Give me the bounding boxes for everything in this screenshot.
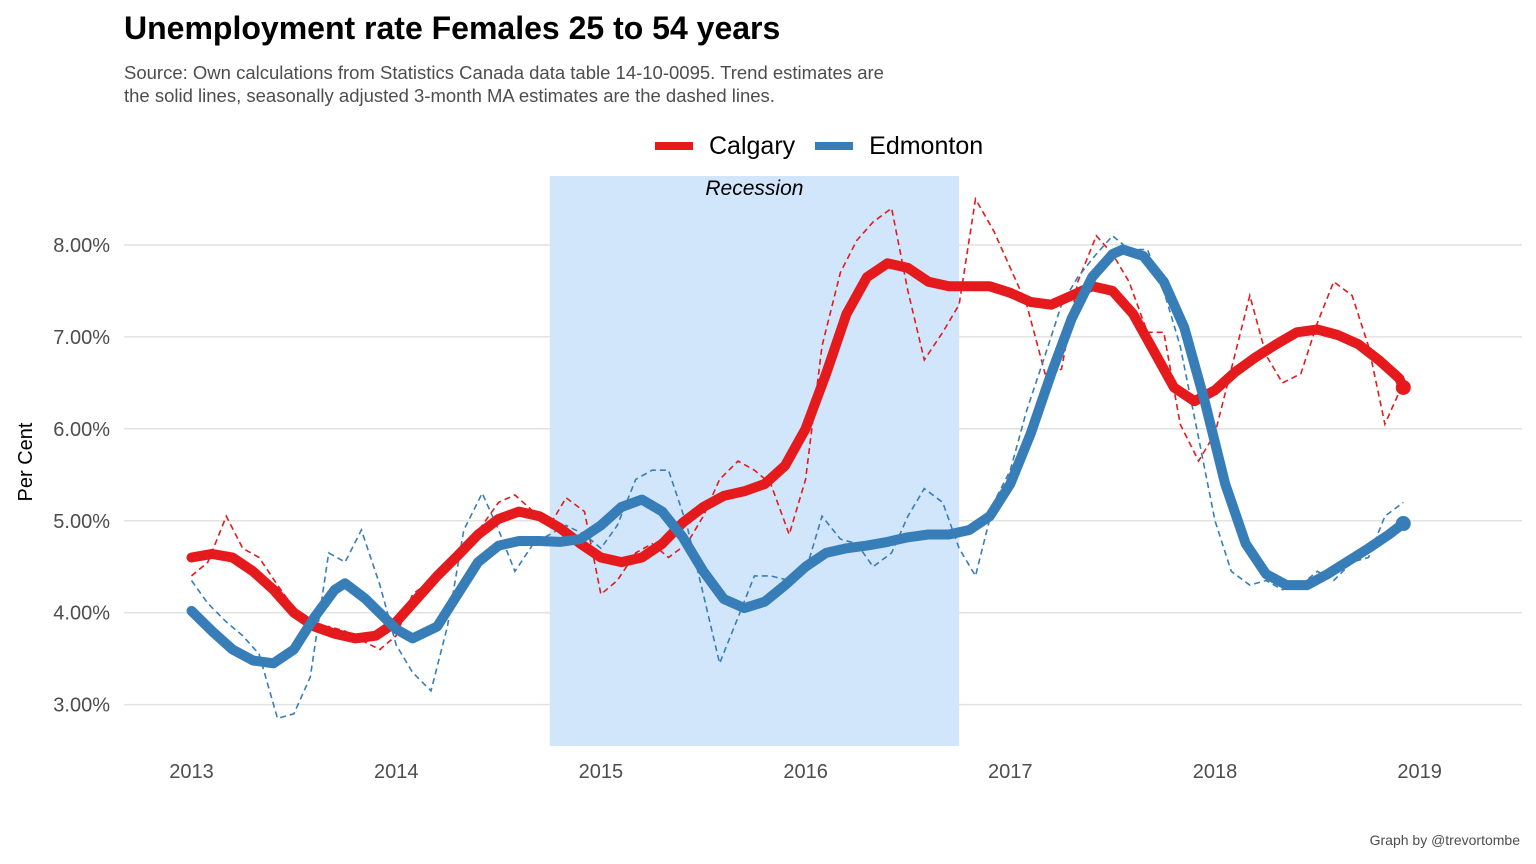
caption: Graph by @trevortombe bbox=[1369, 832, 1520, 848]
x-tick-label: 2017 bbox=[988, 761, 1033, 783]
y-tick-label: 5.00% bbox=[53, 511, 110, 533]
y-axis-ticks: 3.00% 4.00% 5.00% 6.00% 7.00% 8.00% bbox=[53, 235, 110, 717]
x-tick-label: 2019 bbox=[1397, 761, 1442, 783]
trend-lines bbox=[186, 244, 1411, 669]
x-tick-label: 2018 bbox=[1193, 761, 1238, 783]
ma-line-edmonton bbox=[190, 234, 1404, 720]
chart-subtitle-line-2: the solid lines, seasonally adjusted 3-m… bbox=[124, 85, 775, 106]
recession-label: Recession bbox=[705, 177, 803, 200]
y-tick-label: 4.00% bbox=[53, 603, 110, 625]
x-tick-label: 2016 bbox=[783, 761, 828, 783]
legend-key-calgary bbox=[655, 142, 693, 150]
legend-label-edmonton: Edmonton bbox=[869, 131, 984, 160]
y-tick-label: 8.00% bbox=[53, 235, 110, 257]
x-axis-ticks: 2013 2014 2015 2016 2017 2018 2019 bbox=[169, 761, 1442, 783]
legend: Calgary Edmonton bbox=[655, 128, 1003, 164]
y-tick-label: 7.00% bbox=[53, 327, 110, 349]
trend-line-edmonton bbox=[186, 244, 1409, 669]
legend-item-calgary: Calgary bbox=[655, 132, 795, 161]
chart-subtitle-line-1: Source: Own calculations from Statistics… bbox=[124, 62, 884, 83]
end-point-calgary bbox=[1395, 379, 1411, 395]
chart-title: Unemployment rate Females 25 to 54 years bbox=[124, 10, 781, 46]
dashed-ma-lines bbox=[190, 196, 1405, 720]
trend-line-calgary bbox=[186, 258, 1409, 644]
y-axis-label: Per Cent bbox=[15, 422, 37, 501]
recession-band bbox=[549, 176, 960, 746]
legend-label-calgary: Calgary bbox=[709, 131, 796, 160]
y-tick-label: 3.00% bbox=[53, 695, 110, 717]
legend-item-edmonton: Edmonton bbox=[815, 132, 983, 161]
x-tick-label: 2013 bbox=[169, 761, 214, 783]
ma-line-calgary bbox=[190, 196, 1405, 651]
y-tick-label: 6.00% bbox=[53, 419, 110, 441]
x-tick-label: 2015 bbox=[579, 761, 624, 783]
legend-key-edmonton bbox=[815, 142, 854, 150]
x-tick-label: 2014 bbox=[374, 761, 419, 783]
end-point-edmonton bbox=[1395, 516, 1411, 532]
